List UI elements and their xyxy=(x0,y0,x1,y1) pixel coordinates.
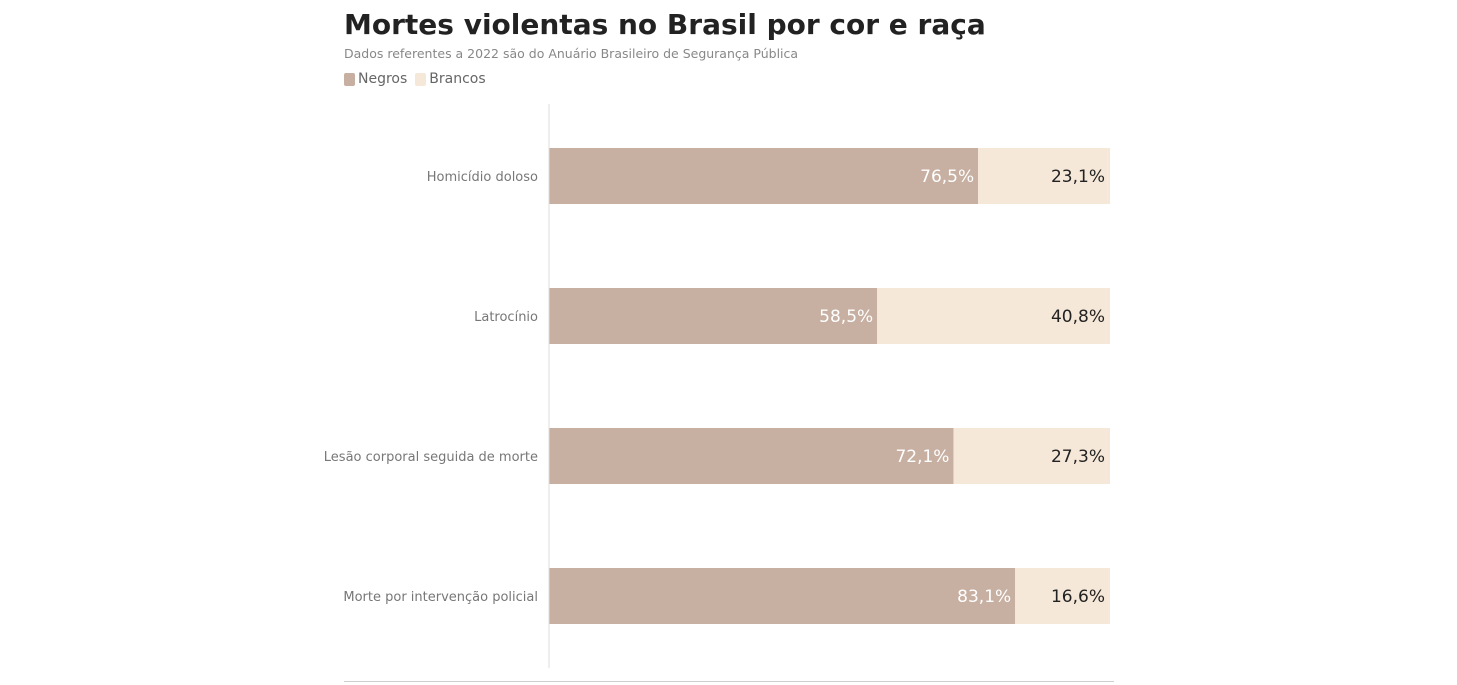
category-label: Homicídio doloso xyxy=(427,170,538,185)
legend-swatch-negros xyxy=(344,72,355,86)
bar-negros xyxy=(549,288,878,344)
data-label-brancos: 40,8% xyxy=(1051,307,1105,327)
data-label-brancos: 16,6% xyxy=(1051,587,1105,607)
category-label: Latrocínio xyxy=(474,310,538,325)
category-label: Morte por intervenção policial xyxy=(343,590,538,605)
bottom-rule xyxy=(344,681,1114,682)
legend: Negros Brancos xyxy=(344,71,494,87)
bar-remainder xyxy=(1106,288,1110,344)
bar-negros xyxy=(549,428,954,484)
chart-subtitle: Dados referentes a 2022 são do Anuário B… xyxy=(344,46,799,61)
bar-remainder xyxy=(1107,148,1110,204)
chart-title: Mortes violentas no Brasil por cor e raç… xyxy=(344,8,986,41)
category-label: Lesão corporal seguida de morte xyxy=(324,450,538,465)
legend-item-negros[interactable]: Negros xyxy=(344,71,407,87)
data-label-negros: 83,1% xyxy=(957,587,1011,607)
bar-brancos xyxy=(978,148,1108,204)
data-label-negros: 72,1% xyxy=(895,447,949,467)
bar-brancos xyxy=(953,428,1107,484)
bar-negros xyxy=(549,148,979,204)
bar-brancos xyxy=(1015,568,1109,624)
legend-label-brancos: Brancos xyxy=(429,71,486,87)
legend-label-negros: Negros xyxy=(358,71,408,87)
bar-remainder xyxy=(1106,428,1110,484)
bar-negros xyxy=(549,568,1016,624)
legend-item-brancos[interactable]: Brancos xyxy=(415,71,486,87)
data-label-brancos: 23,1% xyxy=(1051,167,1105,187)
bar-brancos xyxy=(877,288,1107,344)
data-label-negros: 76,5% xyxy=(920,167,974,187)
bar-remainder xyxy=(1108,568,1110,624)
legend-swatch-brancos xyxy=(415,72,427,86)
data-label-brancos: 27,3% xyxy=(1051,447,1105,467)
data-label-negros: 58,5% xyxy=(819,307,873,327)
